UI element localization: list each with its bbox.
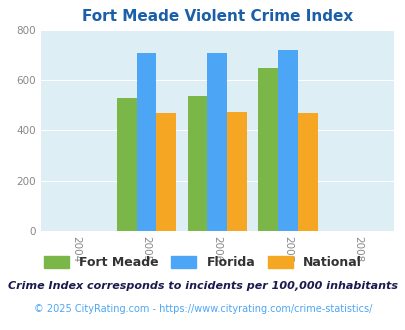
Bar xyxy=(277,50,297,231)
Text: Crime Index corresponds to incidents per 100,000 inhabitants: Crime Index corresponds to incidents per… xyxy=(8,281,397,291)
Bar xyxy=(117,98,136,231)
Text: © 2025 CityRating.com - https://www.cityrating.com/crime-statistics/: © 2025 CityRating.com - https://www.city… xyxy=(34,304,371,314)
Bar xyxy=(187,96,207,231)
Bar xyxy=(258,68,277,231)
Legend: Fort Meade, Florida, National: Fort Meade, Florida, National xyxy=(40,252,364,273)
Bar xyxy=(156,113,176,231)
Title: Fort Meade Violent Crime Index: Fort Meade Violent Crime Index xyxy=(81,9,352,24)
Bar xyxy=(136,53,156,231)
Bar xyxy=(297,114,317,231)
Bar xyxy=(207,53,226,231)
Bar xyxy=(226,112,246,231)
